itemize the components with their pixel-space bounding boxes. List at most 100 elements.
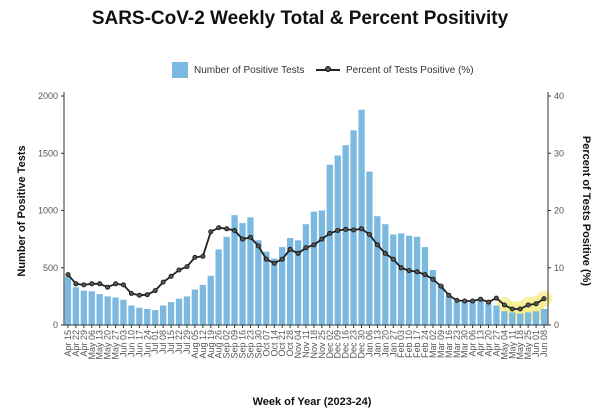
bar [358,109,365,325]
bar [136,307,143,325]
bar [437,284,444,325]
bar [445,296,452,325]
line-point [525,302,531,308]
legend-line-swatch [316,62,340,78]
bar [144,309,151,325]
x-tick-label: Sep 09 [230,330,240,359]
bar [485,303,492,325]
line-point [533,301,539,307]
bar [215,249,222,325]
line-point [366,231,372,237]
legend: Number of Positive Tests Percent of Test… [0,62,600,82]
line-point [343,226,349,232]
bar [104,296,111,325]
bar [342,145,349,325]
line-point [438,283,444,289]
x-tick-label: Nov 25 [317,330,327,359]
bar [247,217,254,325]
x-tick-label: Dec 02 [325,330,335,359]
line-point [327,230,333,236]
x-tick-label: Oct 14 [269,330,279,357]
bar [318,210,325,325]
bar [263,251,270,325]
x-tick-label: Oct 21 [277,330,287,357]
bar [239,223,246,325]
bar [453,302,460,325]
line-point [414,269,420,275]
x-tick-label: Nov 11 [301,330,311,358]
line-point [279,256,285,262]
line-point [287,246,293,252]
x-tick-label: Mar 23 [452,330,462,358]
bar [517,313,524,325]
bar [167,302,175,325]
line-point [160,279,166,285]
line-point [65,272,71,278]
bar [532,311,540,325]
line-point [105,284,111,290]
x-tick-label: May 11 [507,330,517,359]
line-point [485,299,491,305]
x-tick-label: May 20 [103,330,113,360]
x-tick-label: May 18 [515,330,525,360]
line-point [295,250,301,256]
bar [421,247,429,325]
y-tick-label: 1500 [38,148,58,158]
line-point [374,242,380,248]
y-tick-label: 1000 [38,206,58,216]
bar [183,296,191,325]
x-tick-label: Feb 03 [396,330,406,358]
line-point [430,276,436,282]
line-point [208,229,214,235]
x-tick-label: Jul 29 [182,330,192,354]
x-tick-label: Oct 28 [285,330,295,357]
line-point [113,281,119,287]
x-tick-label: Jun 03 [119,330,129,357]
bar [96,294,103,325]
y2-tick-label: 10 [554,263,564,273]
bar [152,310,159,325]
bar [540,309,548,325]
x-tick-label: Nov 18 [309,330,319,359]
bar [302,224,310,325]
bar [477,301,484,325]
x-tick-label: Oct 07 [261,330,271,357]
bar [88,291,95,325]
x-tick-label: Sep 23 [246,330,256,359]
y2-tick-label: 30 [554,148,564,158]
y-tick-label: 2000 [38,91,58,101]
x-tick-label: Apr 15 [63,330,73,357]
x-tick-label: Mar 02 [428,330,438,358]
line-point [454,297,460,303]
x-tick-label: Feb 17 [412,330,422,358]
line-point [303,245,309,251]
y2-tick-label: 0 [554,320,559,330]
legend-bar-swatch [172,62,188,78]
x-tick-label: Apr 06 [468,330,478,357]
line-point [216,225,222,231]
x-tick-label: Apr 20 [484,330,494,357]
line-point [462,298,468,304]
bar [326,164,333,325]
line-point [351,227,357,233]
line-point [232,227,238,233]
line-point [422,272,428,278]
line-point [446,292,452,298]
line-point [73,281,79,287]
line-point [382,250,388,256]
line-point [509,306,515,312]
line-point [470,298,476,304]
bar [501,311,508,325]
line-point [81,282,87,288]
x-tick-label: Jan 06 [365,330,375,357]
x-tick-label: Jul 08 [158,330,168,354]
bar [279,247,286,325]
bar [175,298,183,325]
bar [461,302,468,325]
x-tick-label: Jan 27 [388,330,398,357]
x-tick-label: Dec 16 [341,330,351,359]
x-tick-label: Dec 30 [357,330,367,359]
bar [223,236,230,325]
